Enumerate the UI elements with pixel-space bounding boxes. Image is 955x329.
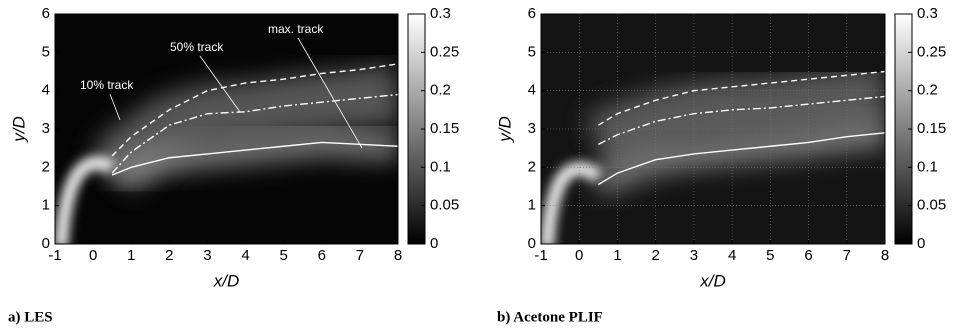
x-tick-label: 2 — [651, 247, 659, 264]
plot-area — [541, 14, 885, 248]
colorbar-tick-label: 0.15 — [430, 120, 459, 137]
annotation: max. track — [268, 22, 324, 36]
x-tick-label: 5 — [279, 247, 287, 264]
y-tick-label: 1 — [42, 197, 50, 214]
y-tick-label: 2 — [528, 158, 536, 175]
x-tick-label: 0 — [575, 247, 583, 264]
colorbar-tick-label: 0.25 — [430, 43, 459, 60]
colorbar-tick-label: 0.15 — [917, 120, 946, 137]
x-tick-label: -1 — [534, 247, 547, 264]
x-tick-label: 7 — [356, 247, 364, 264]
y-tick-label: 0 — [528, 235, 536, 252]
annotation: 10% track — [80, 78, 134, 92]
colorbar-tick-label: 0.05 — [917, 197, 946, 214]
colorbar-tick-label: 0.2 — [430, 82, 451, 99]
x-tick-label: 1 — [613, 247, 621, 264]
colorbar-tick-label: 0.3 — [430, 5, 451, 22]
y-tick-label: 2 — [42, 158, 50, 175]
y-tick-label: 5 — [528, 43, 536, 60]
x-tick-label: 2 — [165, 247, 173, 264]
colorbar-tick-label: 0.1 — [917, 158, 938, 175]
y-tick-label: 1 — [528, 197, 536, 214]
y-tick-label: 3 — [42, 120, 50, 137]
x-tick-label: 6 — [804, 247, 812, 264]
x-tick-label: 4 — [241, 247, 249, 264]
x-tick-label: 5 — [766, 247, 774, 264]
x-tick-label: 3 — [203, 247, 211, 264]
caption: a) LES — [8, 309, 53, 325]
caption: b) Acetone PLIF — [497, 309, 603, 325]
colorbar-tick-label: 0.05 — [430, 197, 459, 214]
colorbar-tick-label: 0 — [430, 235, 438, 252]
y-tick-label: 6 — [42, 5, 50, 22]
x-tick-label: 1 — [127, 247, 135, 264]
colorbar-tick-label: 0.3 — [917, 5, 938, 22]
x-tick-label: 6 — [318, 247, 326, 264]
x-axis-label: x/D — [699, 271, 726, 290]
annotation: 50% track — [170, 40, 224, 54]
y-tick-label: 3 — [528, 120, 536, 137]
y-tick-label: 5 — [42, 43, 50, 60]
figure: -10123456780123456x/Dy/Da) LES00.050.10.… — [0, 0, 955, 329]
colorbar-tick-label: 0 — [917, 235, 925, 252]
x-tick-label: 0 — [89, 247, 97, 264]
x-tick-label: 3 — [690, 247, 698, 264]
plot-area — [55, 14, 398, 248]
x-tick-label: 8 — [394, 247, 402, 264]
colorbar-tick-label: 0.2 — [917, 82, 938, 99]
y-tick-label: 4 — [528, 82, 536, 99]
y-tick-label: 0 — [42, 235, 50, 252]
x-tick-label: -1 — [48, 247, 61, 264]
x-tick-label: 7 — [843, 247, 851, 264]
x-tick-label: 8 — [881, 247, 889, 264]
y-axis-label: y/D — [495, 116, 514, 143]
colorbar-tick-label: 0.1 — [430, 158, 451, 175]
y-axis-label: y/D — [9, 116, 28, 143]
x-axis-label: x/D — [213, 271, 240, 290]
colorbar-tick-label: 0.25 — [917, 43, 946, 60]
y-tick-label: 4 — [42, 82, 50, 99]
y-tick-label: 6 — [528, 5, 536, 22]
x-tick-label: 4 — [728, 247, 736, 264]
